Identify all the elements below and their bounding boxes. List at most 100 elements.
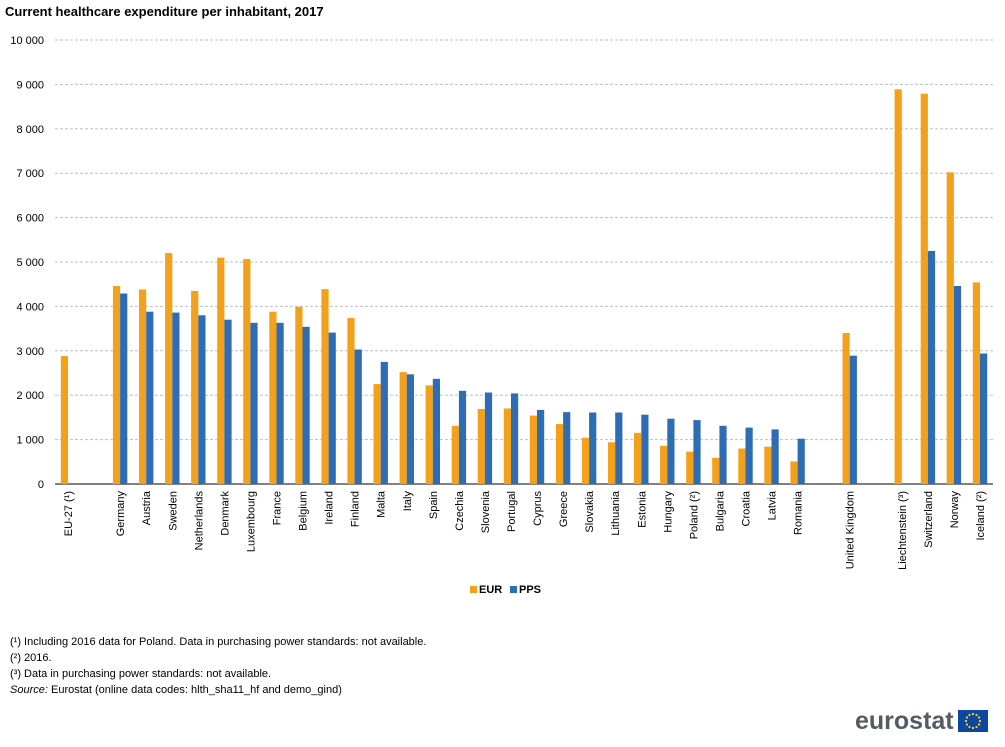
x-tick-label: Austria	[141, 490, 153, 525]
flag-star	[968, 725, 971, 729]
bar-eur	[581, 437, 590, 484]
footnotes: (¹) Including 2016 data for Poland. Data…	[10, 634, 426, 698]
x-tick-label: Belgium	[298, 491, 310, 531]
bars	[60, 89, 988, 485]
bar-eur	[60, 356, 68, 484]
bar-pps	[380, 361, 388, 484]
y-tick-label: 7 000	[16, 168, 44, 180]
bar-eur	[529, 415, 537, 484]
bar-eur	[321, 289, 329, 484]
x-tick-label: Bulgaria	[714, 490, 726, 531]
x-tick-label: Romania	[793, 490, 805, 535]
bar-pps	[276, 322, 284, 484]
bar-pps	[302, 326, 310, 484]
flag-star	[964, 719, 967, 723]
bar-eur	[295, 306, 303, 484]
bar-eur	[347, 317, 355, 484]
bar-eur	[555, 424, 564, 484]
x-tick-label: Liechtenstein (³)	[897, 491, 909, 570]
x-tick-label: Hungary	[662, 491, 674, 533]
bar-eur	[712, 457, 720, 484]
bar-eur	[503, 408, 511, 484]
bar-pps	[849, 355, 857, 484]
x-tick-label: Luxembourg	[245, 491, 257, 552]
bar-pps	[771, 429, 779, 484]
x-tick-label: Ireland	[324, 491, 336, 525]
bar-pps	[224, 319, 232, 484]
bar-eur	[191, 290, 199, 484]
flag-star	[971, 712, 974, 716]
bar-eur	[477, 409, 485, 484]
legend-swatch-eur	[470, 586, 477, 593]
bar-eur	[764, 446, 772, 484]
x-tick-label: Latvia	[767, 490, 779, 520]
bar-pps	[693, 420, 701, 484]
bar-eur	[686, 451, 694, 484]
bar-eur	[217, 257, 225, 484]
bar-pps	[146, 311, 154, 484]
bar-pps	[719, 425, 727, 484]
x-tick-label: Cyprus	[532, 491, 544, 526]
x-axis-category-labels: EU-27 (¹) Germany Austria Sweden Netherlands…	[63, 490, 987, 570]
bar-pps	[563, 412, 571, 484]
bar-eur	[920, 93, 928, 484]
x-tick-label: Czechia	[454, 490, 466, 531]
bar-eur	[738, 448, 746, 484]
x-tick-label: Iceland (²)	[975, 491, 987, 541]
x-tick-label: Netherlands	[193, 491, 205, 551]
bar-pps	[797, 438, 805, 484]
y-tick-label: 4 000	[16, 301, 44, 313]
footnote-3: (³) Data in purchasing power standards: …	[10, 668, 272, 680]
bar-pps	[980, 353, 988, 484]
legend-label-eur: EUR	[479, 584, 502, 596]
flag-star	[975, 725, 978, 729]
bar-eur	[608, 442, 616, 484]
x-tick-label: Sweden	[167, 491, 179, 531]
y-tick-label: 10 000	[10, 35, 44, 47]
y-tick-label: 2 000	[16, 390, 44, 402]
x-tick-label: Italy	[402, 491, 414, 512]
bar-pps	[667, 418, 675, 484]
bar-pps	[120, 293, 128, 484]
footnote-1: (¹) Including 2016 data for Poland. Data…	[10, 636, 427, 648]
y-tick-label: 0	[38, 479, 44, 491]
flag-star	[977, 723, 980, 726]
eurostat-logo: eurostat	[855, 706, 988, 736]
y-tick-label: 9 000	[16, 79, 44, 91]
x-tick-label: Portugal	[506, 491, 518, 532]
flag-star	[971, 726, 974, 730]
bar-pps	[484, 392, 493, 484]
x-tick-label: Slovenia	[480, 490, 492, 533]
chart-title: Current healthcare expenditure per inhab…	[5, 4, 324, 19]
footnote-2: (²) 2016.	[10, 652, 52, 664]
bar-pps	[641, 414, 649, 484]
bar-pps	[432, 378, 440, 484]
flag-star	[965, 723, 968, 726]
bar-eur	[451, 425, 459, 484]
y-tick-label: 8 000	[16, 124, 44, 136]
bar-pps	[250, 322, 258, 484]
bar-pps	[745, 427, 753, 484]
y-tick-label: 6 000	[16, 213, 44, 225]
bar-eur	[790, 461, 798, 484]
y-tick-label: 1 000	[16, 435, 44, 447]
y-axis-tick-labels: 0 1 000 2 000 3 000 4 000 5 000 6 000 7 000 8 00…	[10, 35, 44, 491]
flag-star	[977, 716, 980, 719]
bar-eur	[634, 432, 642, 484]
bar-pps	[953, 286, 962, 484]
bar-pps	[328, 332, 336, 484]
bar-pps	[615, 412, 623, 484]
flag-star	[968, 713, 971, 717]
bar-eur	[972, 282, 980, 484]
x-tick-label: Slovakia	[584, 490, 596, 532]
bar-eur	[112, 286, 121, 484]
bar-pps	[927, 250, 936, 484]
x-tick-label: Denmark	[219, 491, 231, 536]
bar-eur	[425, 385, 433, 484]
bar-eur	[946, 172, 954, 485]
bar-eur	[894, 89, 902, 485]
bar-pps	[537, 409, 545, 484]
bar-eur	[269, 311, 277, 484]
flag-star	[975, 713, 978, 717]
source-line: Source: Eurostat (online data codes: hlt…	[10, 682, 426, 698]
